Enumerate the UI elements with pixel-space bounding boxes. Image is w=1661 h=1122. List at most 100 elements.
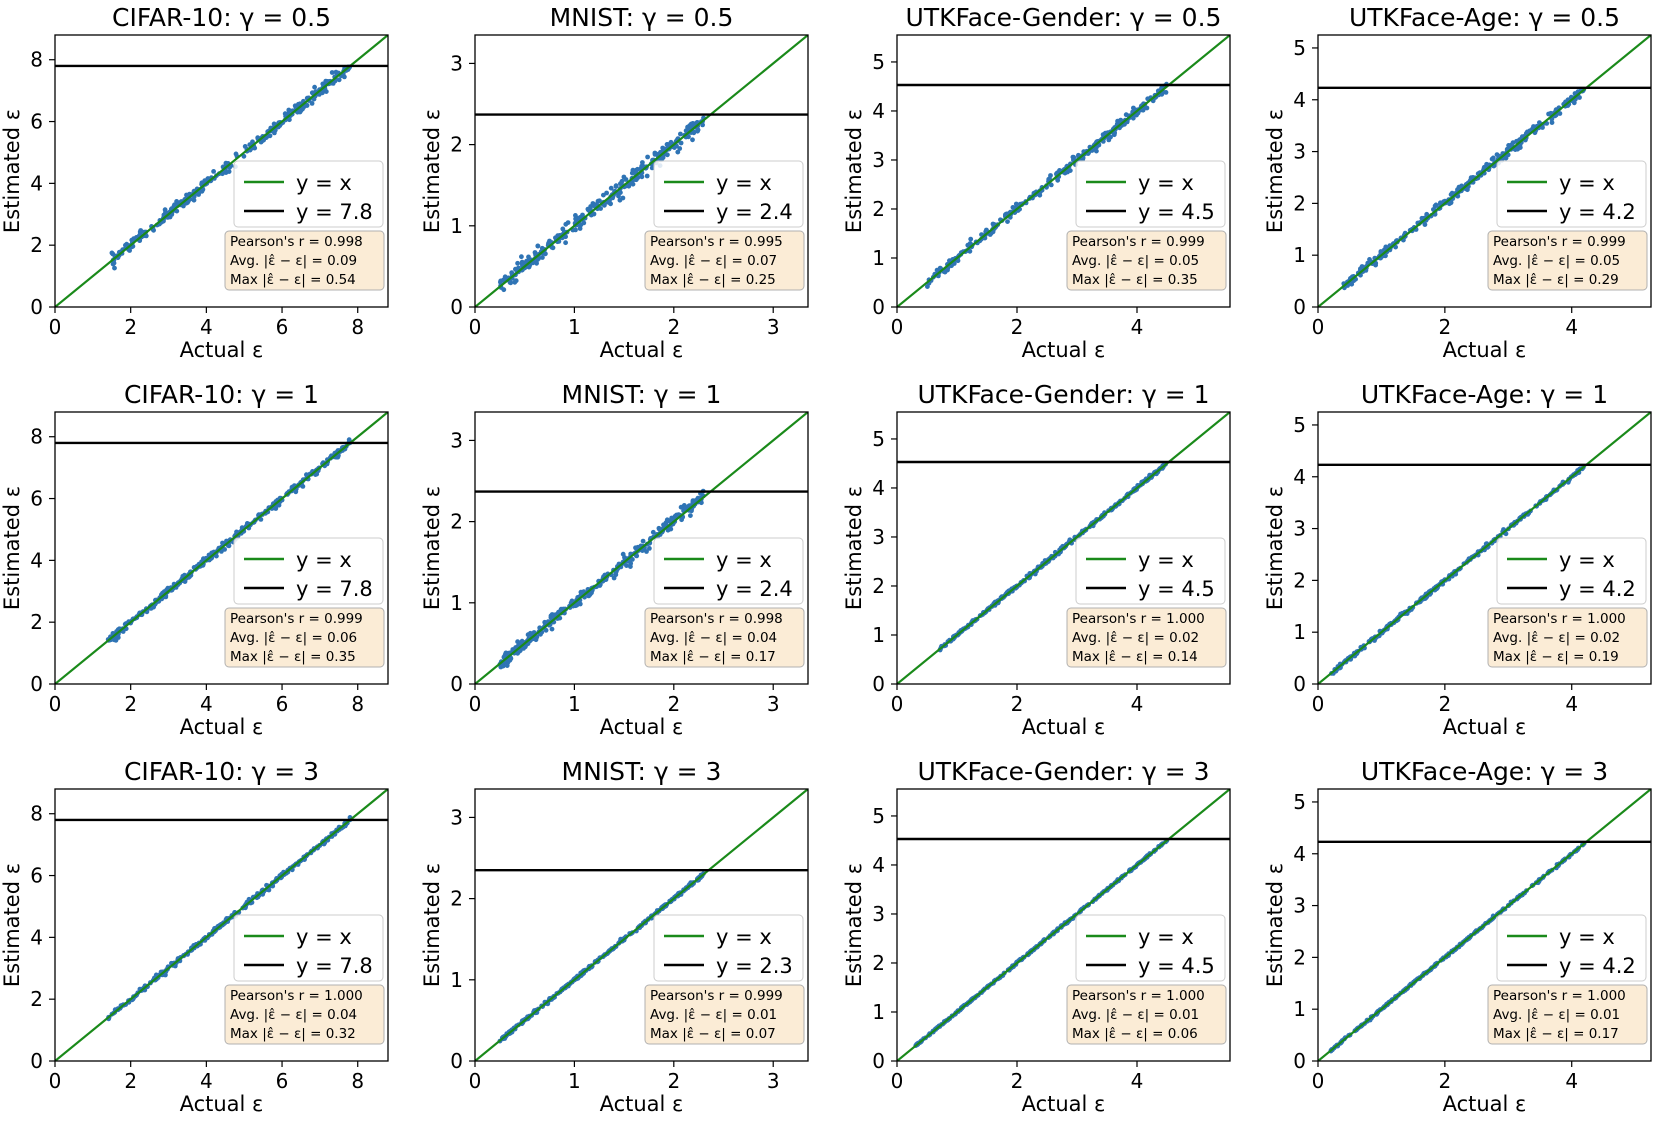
y-tick-label: 0 xyxy=(1293,1049,1306,1073)
data-point xyxy=(1433,202,1439,208)
y-axis-label: Estimated ε xyxy=(420,109,444,233)
stats-max-value: 0.35 xyxy=(1168,272,1198,288)
data-point xyxy=(678,131,683,137)
identity-line xyxy=(897,35,1230,307)
x-tick-label: 0 xyxy=(469,692,482,716)
stats-box-bg xyxy=(224,607,385,668)
identity-line xyxy=(55,789,388,1061)
stats-pearson-label: Pearson's r = xyxy=(1493,988,1587,1004)
x-axis-label: Actual ε xyxy=(180,338,264,362)
identity-line xyxy=(475,35,808,307)
data-point xyxy=(565,220,571,226)
legend: y = x y = 4.5 xyxy=(1075,537,1226,605)
stats-pearson: Pearson's r = 1.000 xyxy=(1493,611,1626,627)
stats-pearson-label: Pearson's r = xyxy=(650,234,744,250)
data-point xyxy=(111,260,117,266)
stats-avg-value: 0.07 xyxy=(747,253,777,269)
data-point xyxy=(664,517,670,523)
x-axis-label: Actual ε xyxy=(1022,715,1106,739)
y-tick-label: 3 xyxy=(1293,517,1306,541)
data-point xyxy=(675,149,681,155)
x-tick-label: 2 xyxy=(667,1069,680,1093)
y-tick-label: 1 xyxy=(450,214,463,238)
legend-identity-label: y = x xyxy=(1138,548,1194,572)
y-tick-label: 2 xyxy=(1293,568,1306,592)
subplot-title: MNIST: γ = 3 xyxy=(562,757,722,786)
identity-line xyxy=(475,412,808,684)
stats-pearson-label: Pearson's r = xyxy=(230,234,324,250)
legend-identity-label: y = x xyxy=(1559,548,1615,572)
data-point xyxy=(271,121,277,127)
data-point xyxy=(220,540,225,546)
y-tick-label: 4 xyxy=(872,853,885,877)
stats-avg-label: Avg. |ε̂ − ε| = xyxy=(1493,630,1590,646)
y-tick-label: 3 xyxy=(872,902,885,926)
stats-avg: Avg. |ε̂ − ε| = 0.04 xyxy=(230,1007,357,1023)
data-point xyxy=(1057,168,1062,173)
x-tick-label: 0 xyxy=(891,1069,904,1093)
stats-avg-label: Avg. |ε̂ − ε| = xyxy=(650,253,747,269)
y-tick-label: 6 xyxy=(30,864,43,888)
data-point xyxy=(1557,111,1563,116)
data-point xyxy=(1112,130,1117,136)
legend-identity-label: y = x xyxy=(296,925,352,949)
stats-pearson-value: 0.999 xyxy=(1587,234,1626,250)
y-tick-label: 2 xyxy=(872,951,885,975)
stats-avg-label: Avg. |ε̂ − ε| = xyxy=(1072,253,1169,269)
y-tick-label: 0 xyxy=(872,295,885,319)
x-tick-label: 0 xyxy=(49,1069,62,1093)
y-tick-label: 1 xyxy=(872,246,885,270)
subplot-utkface-age-gamma-0_5: UTKFace-Age: γ = 0.5 0 2 4 0 1 2 3 4 5 Actual ε Est… xyxy=(1263,3,1652,362)
y-tick-label: 0 xyxy=(30,672,43,696)
stats-pearson-value: 0.995 xyxy=(744,234,783,250)
subplot-mnist-gamma-0_5: MNIST: γ = 0.5 0 1 2 3 0 1 2 3 Actual ε Estimated … xyxy=(420,3,809,362)
x-axis-label: Actual ε xyxy=(180,715,264,739)
legend-threshold-label: y = 4.2 xyxy=(1559,200,1636,224)
data-point xyxy=(112,265,117,271)
y-tick-label: 1 xyxy=(872,623,885,647)
stats-avg-value: 0.05 xyxy=(1169,253,1199,269)
legend-identity-label: y = x xyxy=(716,548,772,572)
stats-avg: Avg. |ε̂ − ε| = 0.06 xyxy=(230,630,357,646)
stats-avg-label: Avg. |ε̂ − ε| = xyxy=(230,253,327,269)
data-point xyxy=(668,139,674,145)
x-tick-label: 2 xyxy=(1438,1069,1451,1093)
plot-area xyxy=(475,412,808,684)
data-point xyxy=(266,887,272,893)
x-tick-label: 6 xyxy=(276,1069,289,1093)
x-tick-label: 8 xyxy=(351,315,364,339)
legend-identity-label: y = x xyxy=(296,171,352,195)
identity-line xyxy=(55,35,388,307)
data-point xyxy=(312,84,317,90)
stats-pearson-value: 1.000 xyxy=(324,988,363,1004)
stats-avg: Avg. |ε̂ − ε| = 0.02 xyxy=(1493,630,1620,646)
legend: y = x y = 7.8 xyxy=(233,160,384,228)
stats-pearson-label: Pearson's r = xyxy=(1493,234,1587,250)
stats-avg-label: Avg. |ε̂ − ε| = xyxy=(650,630,747,646)
data-point xyxy=(591,211,597,217)
data-point xyxy=(1524,129,1530,135)
data-point xyxy=(532,250,538,255)
data-point xyxy=(1123,112,1129,118)
axes-frame xyxy=(54,411,389,685)
data-point xyxy=(255,135,261,141)
data-point xyxy=(540,255,545,260)
stats-pearson: Pearson's r = 1.000 xyxy=(1072,611,1205,627)
stats-max-value: 0.54 xyxy=(326,272,356,288)
stats-pearson-label: Pearson's r = xyxy=(1493,611,1587,627)
data-point xyxy=(645,154,650,160)
y-axis-label: Estimated ε xyxy=(420,486,444,610)
data-point xyxy=(226,169,232,175)
stats-avg-value: 0.01 xyxy=(1169,1007,1199,1023)
data-point xyxy=(517,648,523,654)
stats-pearson-value: 1.000 xyxy=(1166,988,1205,1004)
stats-max: Max |ε̂ − ε| = 0.32 xyxy=(230,1026,356,1042)
x-tick-label: 0 xyxy=(1312,1069,1325,1093)
stats-max-label: Max |ε̂ − ε| = xyxy=(1072,1026,1168,1042)
legend: y = x y = 7.8 xyxy=(233,537,384,605)
stats-pearson: Pearson's r = 1.000 xyxy=(230,988,363,1004)
legend-identity-label: y = x xyxy=(1138,171,1194,195)
data-point xyxy=(608,185,614,191)
